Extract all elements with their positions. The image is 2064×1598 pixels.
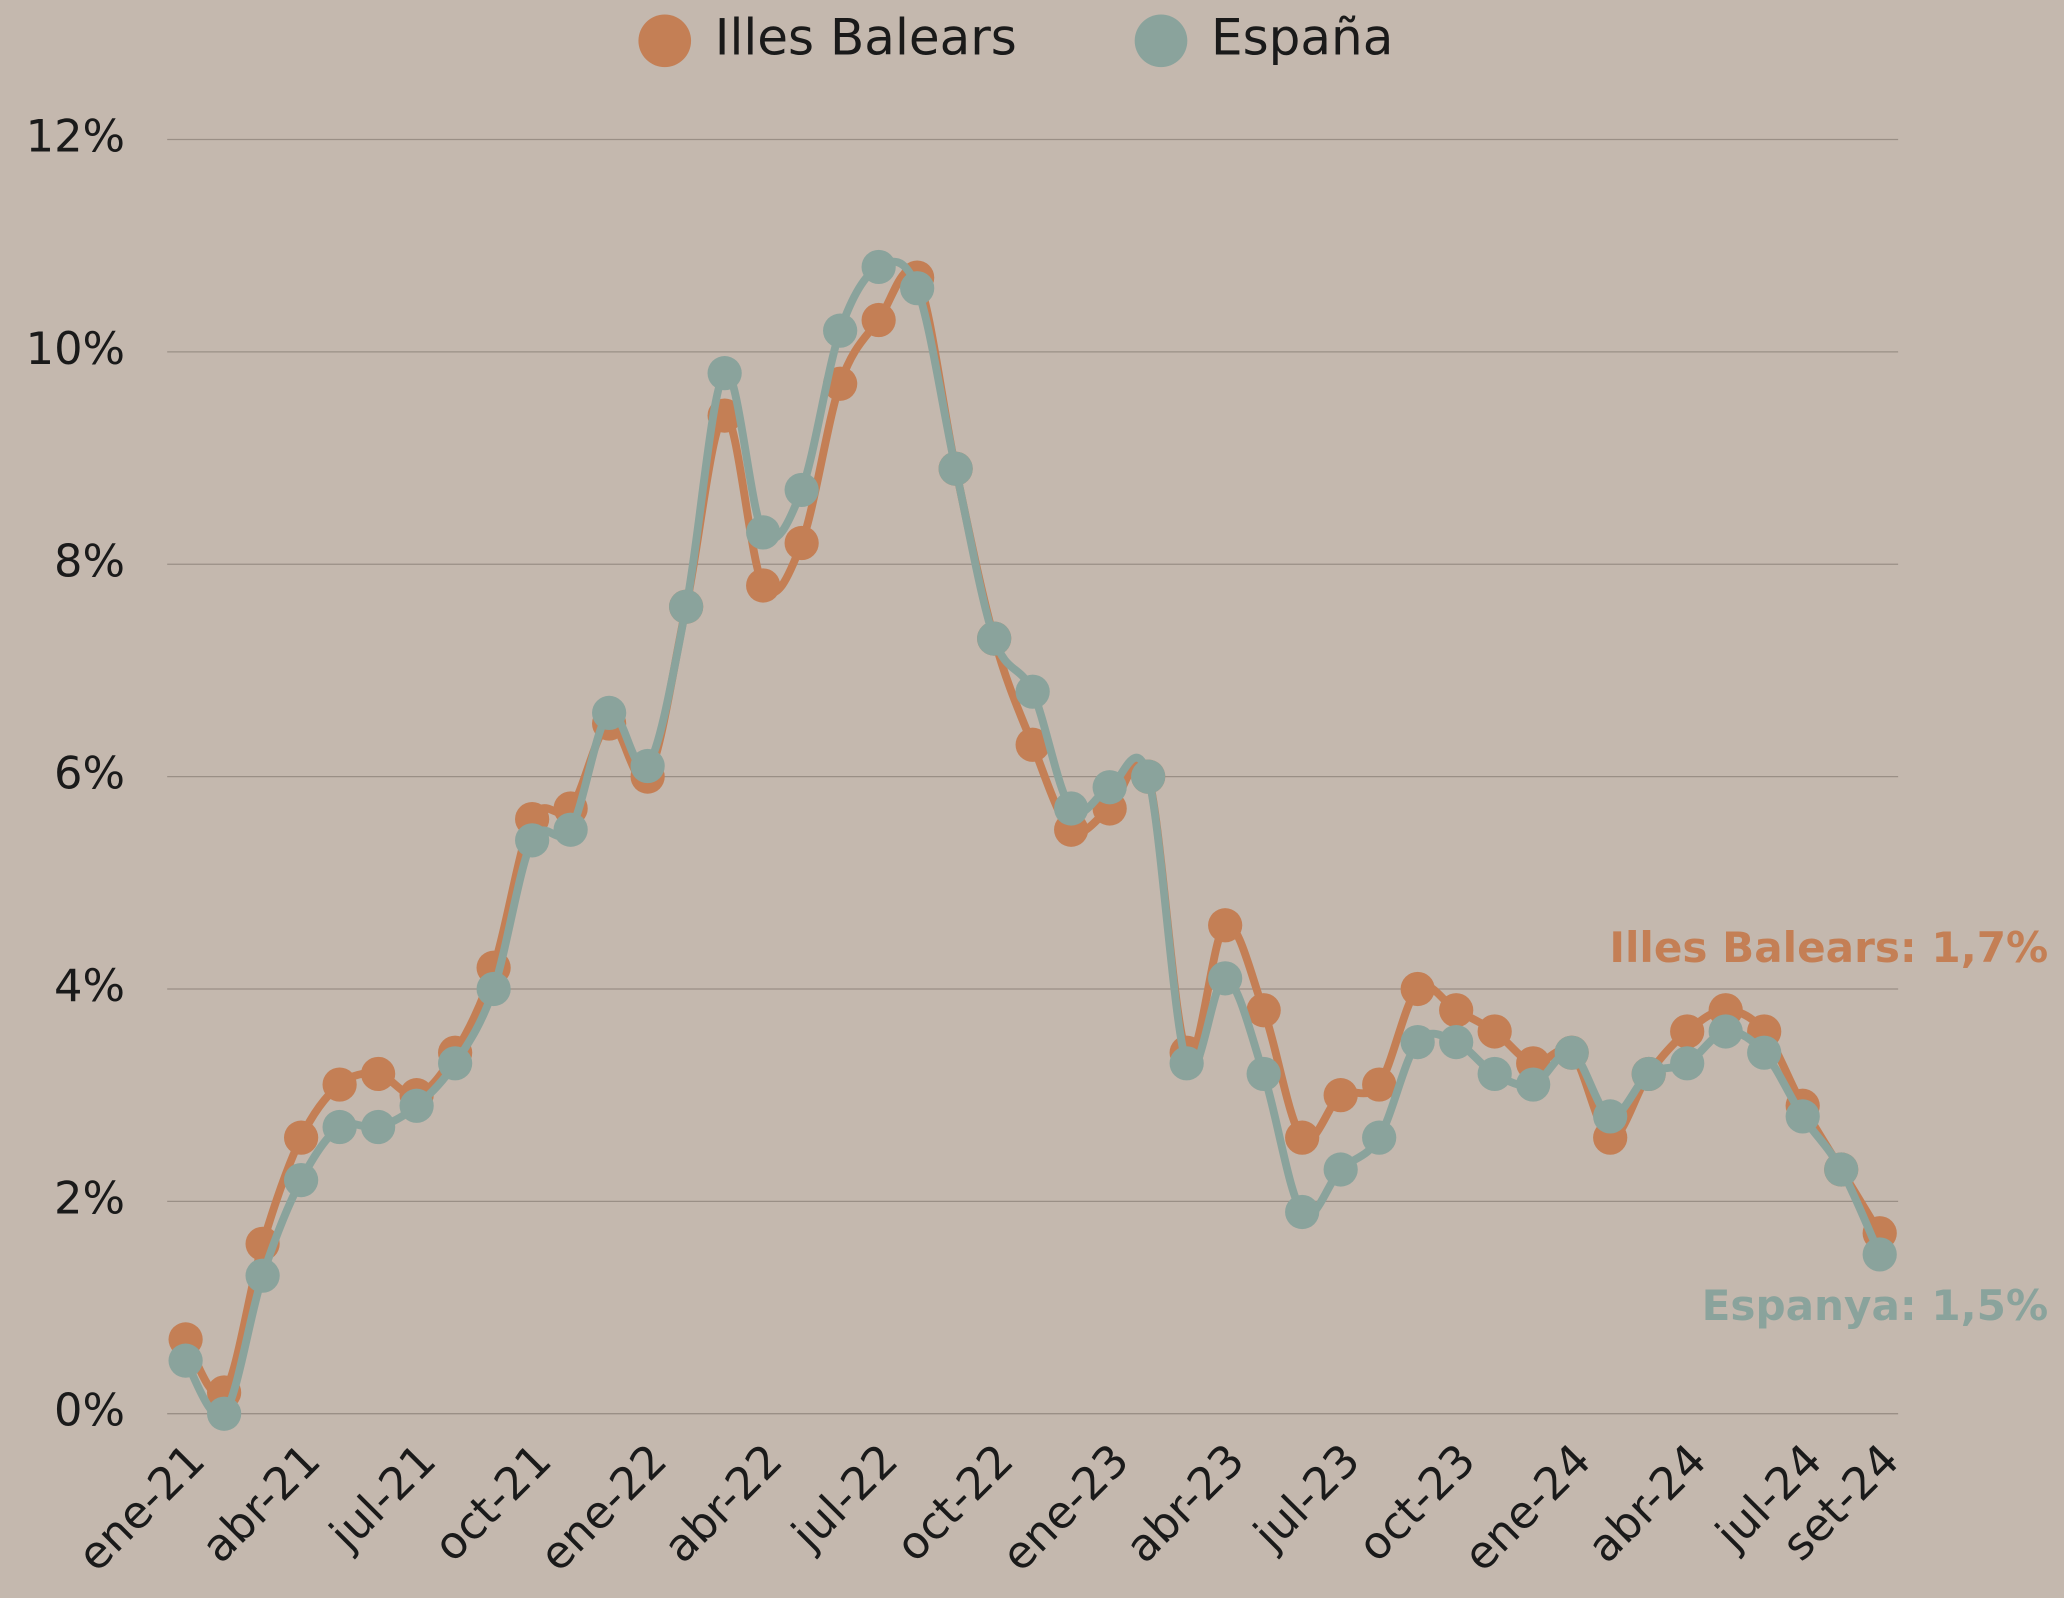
point [1477,1014,1512,1049]
point [1477,1056,1512,1092]
point [1670,1046,1705,1081]
point [823,313,858,348]
point [1670,1014,1705,1049]
point [1593,1099,1628,1134]
point [1285,1120,1320,1155]
point [938,451,973,486]
y-tick-label: 4% [54,959,125,1012]
point [207,1396,242,1431]
point [1862,1237,1897,1272]
point [1015,674,1050,709]
point [592,695,627,731]
point [1323,1152,1358,1187]
point [1747,1035,1782,1070]
point [1554,1035,1589,1070]
legend-marker [1134,14,1188,68]
point [630,748,665,784]
point [245,1258,280,1293]
point [438,1046,473,1081]
point [1015,727,1050,762]
point [1439,1024,1474,1060]
point [1208,908,1243,943]
point [1631,1056,1666,1092]
point [746,568,781,603]
point [1785,1099,1820,1134]
point [1323,1078,1358,1113]
point [399,1088,434,1123]
point [1516,1067,1551,1102]
point [1285,1194,1320,1230]
y-tick-label: 0% [54,1384,125,1437]
y-tick-label: 2% [54,1171,125,1224]
point [1246,993,1281,1028]
point [1708,1014,1743,1049]
point [284,1120,319,1155]
point [361,1056,396,1092]
point [784,472,819,508]
y-tick-label: 6% [54,747,125,800]
point [1092,770,1127,805]
annotation: Illes Balears: 1,7% [1609,923,2048,972]
point [361,1109,396,1145]
point [1400,971,1435,1007]
annotation: Espanya: 1,5% [1702,1281,2049,1330]
point [977,621,1012,656]
point [1208,961,1243,996]
point [746,515,781,550]
point [1131,759,1166,794]
legend-label: Illes Balears [715,8,1017,66]
point [669,589,704,624]
point [284,1163,319,1198]
point [1169,1046,1204,1081]
point [322,1109,357,1145]
point [515,823,550,858]
point [1439,993,1474,1028]
y-tick-label: 12% [26,110,125,163]
point [476,971,511,1007]
point [861,249,896,285]
y-tick-label: 10% [26,322,125,375]
legend-label: España [1211,8,1393,66]
point [553,812,588,847]
legend-marker [638,14,692,68]
point [1362,1067,1397,1102]
point [784,525,819,561]
point [900,271,935,306]
point [322,1067,357,1102]
point [1362,1120,1397,1155]
point [707,356,742,391]
point [1246,1056,1281,1092]
point [1054,791,1089,826]
point [1824,1152,1859,1187]
point [1400,1024,1435,1060]
point [861,302,896,338]
y-tick-label: 8% [54,534,125,587]
point [168,1343,203,1378]
